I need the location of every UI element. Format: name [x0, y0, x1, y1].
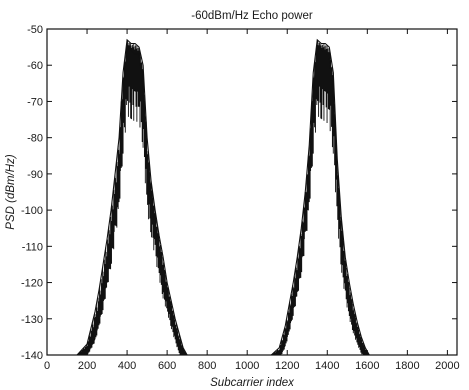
chart-title: -60dBm/Hz Echo power	[191, 10, 313, 22]
y-tick-label: -70	[27, 96, 43, 108]
x-tick-label: 2000	[435, 360, 459, 372]
y-tick-label: -110	[22, 241, 43, 253]
x-tick-label: 1000	[235, 360, 259, 372]
y-tick-label: -130	[21, 314, 43, 326]
y-tick-label: -120	[21, 278, 43, 290]
y-tick-label: -60	[27, 60, 43, 72]
plot-area-frame	[46, 28, 458, 356]
y-tick-label: -80	[27, 133, 43, 145]
y-tick-label: -90	[27, 169, 43, 181]
x-tick-label: 600	[158, 360, 176, 372]
x-tick-label: 1600	[355, 360, 379, 372]
y-tick-label: -100	[21, 205, 43, 217]
x-tick-label: 800	[198, 360, 216, 372]
series-envelope-line	[270, 38, 370, 356]
x-axis-label: Subcarrier index	[210, 377, 295, 389]
x-tick-label: 400	[118, 360, 136, 372]
series-line	[76, 45, 188, 356]
series-envelope-line	[76, 38, 188, 356]
x-tick-label: 0	[44, 360, 50, 372]
series-trace	[76, 38, 188, 356]
series-line	[270, 45, 370, 356]
axis-ticks: 0 200 400 600 800 1000 1200 1400 1600 1800 2000 -50…	[21, 24, 460, 372]
series-trace	[270, 38, 370, 356]
x-tick-label: 200	[78, 360, 96, 372]
y-axis-label: PSD (dBm/Hz)	[5, 154, 17, 230]
x-tick-label: 1800	[395, 360, 419, 372]
y-tick-label: -50	[27, 24, 43, 36]
x-tick-label: 1200	[275, 360, 299, 372]
x-tick-label: 1400	[315, 360, 339, 372]
y-tick-label: -140	[21, 350, 43, 362]
series-layer	[76, 38, 370, 356]
